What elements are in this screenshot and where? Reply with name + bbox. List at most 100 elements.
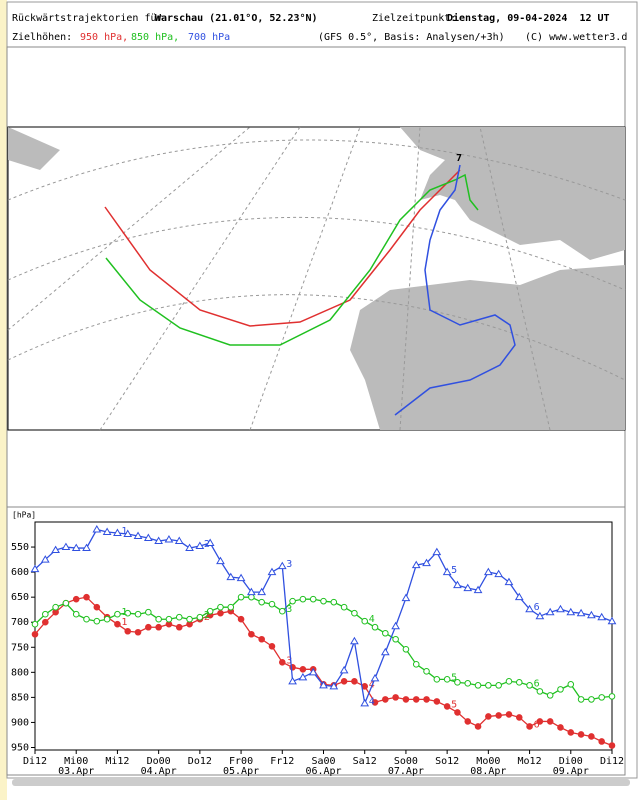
point bbox=[525, 604, 534, 613]
point bbox=[257, 587, 267, 596]
target-label: Zielzeitpunkt: bbox=[372, 13, 456, 24]
point bbox=[124, 609, 132, 617]
day-label: 4 bbox=[369, 696, 375, 707]
point bbox=[412, 661, 420, 668]
x-date-label: 04.Apr bbox=[141, 766, 177, 777]
land bbox=[350, 265, 625, 430]
point bbox=[308, 667, 318, 676]
day-label: 1 bbox=[121, 617, 127, 628]
y-tick-label: 600 bbox=[11, 567, 29, 578]
point bbox=[205, 538, 215, 547]
point bbox=[206, 607, 214, 615]
point bbox=[164, 535, 174, 543]
day-label: 1 bbox=[121, 526, 127, 537]
point bbox=[340, 678, 348, 685]
day-label: 5 bbox=[451, 672, 457, 683]
point bbox=[155, 623, 162, 631]
point bbox=[588, 733, 595, 740]
day-label: 3 bbox=[286, 604, 292, 615]
x-tick-label: Di12 bbox=[23, 756, 47, 767]
point bbox=[463, 583, 473, 592]
point bbox=[298, 672, 308, 681]
y-tick-label: 650 bbox=[11, 592, 29, 603]
point bbox=[82, 543, 91, 552]
point bbox=[216, 556, 225, 565]
point bbox=[217, 603, 224, 611]
point bbox=[268, 600, 276, 608]
point bbox=[504, 577, 514, 586]
level-700: 700 hPa bbox=[188, 32, 230, 43]
trajectory-700 bbox=[394, 164, 516, 416]
point bbox=[289, 597, 296, 605]
point bbox=[124, 627, 132, 635]
point bbox=[145, 623, 152, 631]
point bbox=[174, 536, 184, 545]
point bbox=[319, 680, 328, 689]
point bbox=[526, 723, 533, 730]
point bbox=[361, 617, 369, 625]
point bbox=[186, 615, 193, 623]
x-date-label: 03.Apr bbox=[58, 766, 94, 777]
y-tick-label: 550 bbox=[11, 542, 29, 553]
point bbox=[474, 682, 482, 689]
y-tick-label: 800 bbox=[11, 667, 29, 678]
point bbox=[380, 647, 390, 656]
point bbox=[134, 628, 142, 636]
scrollbar[interactable] bbox=[12, 779, 630, 786]
point bbox=[360, 698, 370, 707]
point bbox=[370, 673, 380, 682]
point bbox=[185, 543, 194, 552]
point bbox=[72, 610, 80, 618]
point bbox=[392, 694, 399, 701]
x-tick-label: Mi00 bbox=[64, 756, 88, 767]
point bbox=[42, 618, 49, 626]
point bbox=[474, 723, 482, 730]
point bbox=[114, 620, 121, 628]
level-850: 850 hPa, bbox=[131, 32, 179, 43]
point bbox=[72, 595, 80, 603]
day-label: 6 bbox=[534, 678, 540, 689]
point bbox=[607, 616, 617, 625]
point bbox=[371, 699, 379, 706]
chart-panel bbox=[6, 506, 626, 776]
point bbox=[340, 603, 348, 611]
x-date-label: 09.Apr bbox=[553, 766, 589, 777]
point bbox=[93, 603, 101, 611]
point bbox=[299, 666, 307, 673]
trajectory-850 bbox=[105, 173, 479, 346]
x-tick-label: Do00 bbox=[147, 756, 171, 767]
day-label: 1 bbox=[121, 607, 127, 618]
x-tick-label: So00 bbox=[394, 756, 418, 767]
y-tick-label: 850 bbox=[11, 692, 29, 703]
point bbox=[351, 609, 358, 617]
point bbox=[31, 630, 39, 638]
point bbox=[237, 615, 245, 623]
point bbox=[371, 623, 379, 631]
point bbox=[608, 742, 616, 749]
point bbox=[536, 688, 544, 695]
day-label: 5 bbox=[451, 565, 457, 576]
graticule bbox=[7, 126, 626, 431]
point bbox=[443, 676, 451, 683]
point bbox=[432, 547, 442, 556]
point bbox=[237, 593, 245, 601]
point bbox=[83, 615, 90, 623]
point bbox=[495, 712, 502, 719]
point bbox=[71, 543, 81, 552]
point bbox=[608, 693, 616, 700]
point bbox=[526, 682, 533, 689]
point bbox=[433, 698, 441, 705]
point bbox=[227, 603, 235, 611]
point bbox=[278, 607, 286, 615]
day-label: 5 bbox=[451, 699, 457, 710]
x-tick-label: Mo12 bbox=[518, 756, 542, 767]
point bbox=[309, 595, 317, 603]
day-label: 6 bbox=[534, 602, 540, 613]
point bbox=[226, 572, 236, 581]
y-tick-label: 750 bbox=[11, 642, 29, 653]
point bbox=[566, 607, 576, 616]
point bbox=[514, 592, 524, 601]
point bbox=[267, 567, 277, 576]
point bbox=[217, 609, 224, 617]
